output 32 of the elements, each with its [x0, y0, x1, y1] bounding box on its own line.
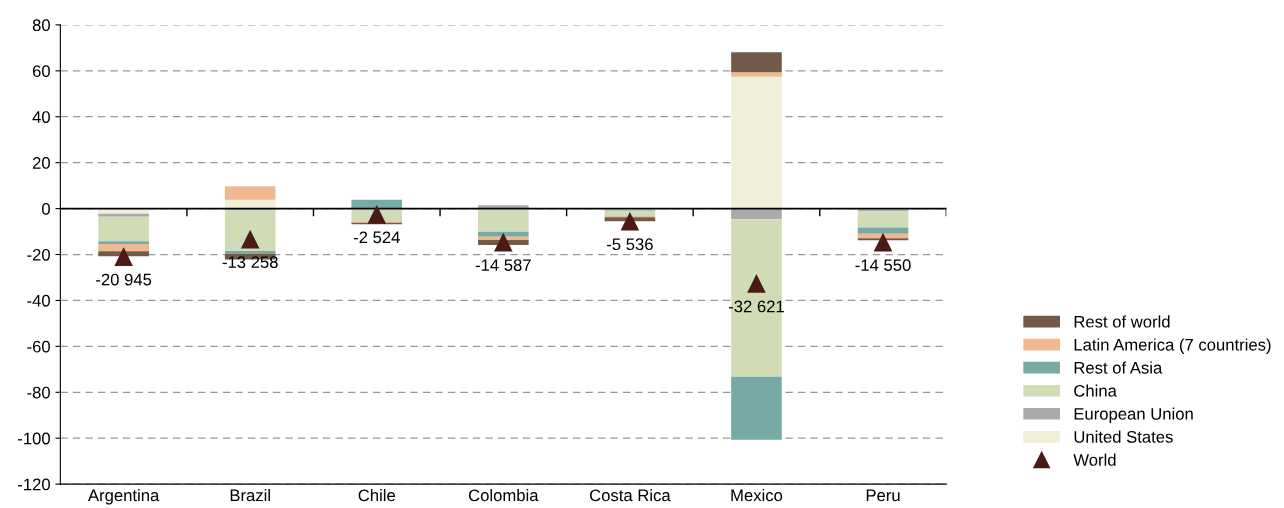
annotation: -20 945	[96, 273, 152, 286]
x-tick-label: Costa Rica	[589, 488, 671, 502]
y-tick-label: 60	[32, 65, 50, 78]
y-tick-label: -80	[27, 386, 50, 399]
x-tick-label: Chile	[358, 488, 396, 502]
y-tick-label: -40	[27, 294, 50, 307]
annotation: -32 621	[728, 300, 784, 313]
x-tick-label: Peru	[866, 489, 900, 502]
y-tick-label: -60	[27, 340, 50, 353]
legend-label: China	[1074, 384, 1117, 397]
legend-label: Rest of world	[1074, 315, 1170, 328]
legend-label: Latin America (7 countries)	[1074, 338, 1271, 354]
y-tick-label: -20	[27, 248, 50, 261]
legend-label: European Union	[1074, 407, 1193, 424]
annotation: -5 536	[607, 238, 653, 251]
annotation: -13 258	[222, 256, 278, 269]
y-tick-label: 0	[42, 202, 50, 215]
legend-label: World	[1073, 453, 1116, 466]
annotation: -14 587	[475, 259, 531, 272]
x-tick-label: Brazil	[230, 488, 270, 502]
legend-label: Rest of Asia	[1074, 361, 1163, 374]
y-tick-label: 40	[32, 111, 50, 123]
y-tick-label: 20	[32, 157, 50, 169]
annotation: -14 550	[855, 259, 911, 272]
y-tick-label: 80	[32, 19, 50, 32]
y-tick-label: -100	[18, 432, 50, 445]
annotation: -2 524	[353, 231, 400, 244]
y-tick-label: -120	[18, 478, 50, 491]
x-tick-label: Argentina	[87, 488, 160, 505]
x-tick-label: Colombia	[468, 488, 539, 502]
legend-label: United States	[1074, 430, 1173, 443]
x-tick-label: Mexico	[731, 488, 783, 502]
